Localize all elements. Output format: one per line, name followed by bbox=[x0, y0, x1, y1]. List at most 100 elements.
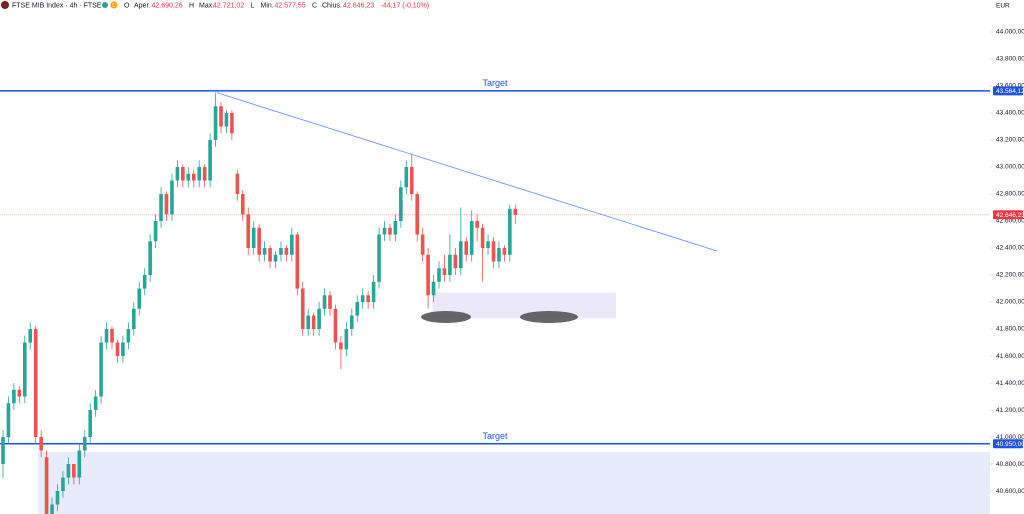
candle-body bbox=[328, 295, 332, 309]
y-tick-label: 41.600,00 bbox=[996, 353, 1024, 360]
candle-body bbox=[311, 315, 316, 330]
zone bbox=[37, 451, 990, 514]
ohlc-value: 42.690,26 bbox=[152, 2, 183, 9]
candle-body bbox=[453, 254, 458, 269]
candle-body bbox=[164, 194, 169, 215]
candle-body bbox=[497, 248, 501, 262]
target-text: Target bbox=[482, 78, 508, 88]
candle-body bbox=[219, 106, 223, 127]
candle-body bbox=[181, 167, 185, 181]
price-badge-label: 42.646,23 bbox=[996, 212, 1024, 219]
candle-body bbox=[415, 194, 420, 235]
candle-body bbox=[186, 173, 191, 181]
candle-body bbox=[235, 173, 240, 195]
candle-body bbox=[420, 234, 425, 255]
candle-body bbox=[437, 268, 441, 282]
candle-body bbox=[148, 241, 152, 276]
candle-body bbox=[339, 342, 343, 350]
candle-body bbox=[246, 214, 251, 249]
candle-body bbox=[61, 477, 65, 492]
candle-body bbox=[88, 410, 92, 438]
candle-body bbox=[44, 457, 49, 514]
candle-body bbox=[110, 329, 114, 343]
candle-body bbox=[66, 464, 71, 478]
candle-body bbox=[464, 241, 469, 255]
candle-body bbox=[153, 221, 158, 242]
candle-body bbox=[257, 227, 261, 255]
target-text: Target bbox=[482, 431, 508, 441]
candle-body bbox=[273, 254, 278, 262]
candle-body bbox=[366, 295, 370, 303]
candle-body bbox=[475, 221, 479, 228]
candle-body bbox=[197, 167, 201, 181]
status-dot bbox=[102, 2, 108, 8]
ohlc-key: H bbox=[189, 2, 194, 9]
badge-bg bbox=[110, 1, 118, 9]
ohlc-label: Aper. bbox=[134, 2, 150, 9]
candle-body bbox=[480, 227, 485, 249]
ohlc-value: 42.646,23 bbox=[343, 2, 374, 9]
candle-body bbox=[502, 248, 507, 255]
y-tick-label: 43.000,00 bbox=[996, 164, 1024, 171]
candle-body bbox=[175, 167, 180, 181]
candle-body bbox=[6, 403, 11, 438]
candle-body bbox=[115, 342, 120, 357]
header: FTSE MIB Index · 4h · FTSE D O Aper. 42.69… bbox=[1, 1, 429, 9]
candle-body bbox=[55, 491, 60, 505]
y-tick-label: 41.400,00 bbox=[996, 380, 1024, 387]
ohlc-key: O bbox=[124, 2, 130, 9]
candle-body bbox=[82, 437, 87, 451]
candle-body bbox=[33, 329, 38, 438]
candle-body bbox=[17, 389, 22, 397]
symbol: FTSE MIB Index · 4h · FTSE bbox=[12, 2, 102, 9]
y-tick-label: 40.600,00 bbox=[996, 488, 1024, 495]
candle-body bbox=[224, 113, 229, 127]
candle-body bbox=[1, 437, 5, 465]
candle-body bbox=[350, 315, 354, 330]
candle-body bbox=[371, 281, 376, 303]
candle-body bbox=[251, 227, 256, 249]
candle-body bbox=[409, 167, 414, 195]
candle-body bbox=[491, 241, 496, 262]
ohlc-key: C bbox=[312, 2, 317, 9]
y-tick-label: 43.400,00 bbox=[996, 110, 1024, 117]
candle-body bbox=[268, 248, 272, 262]
ohlc: O Aper. 42.690,26 H Max.42.721,02 L Min. 42.577… bbox=[124, 2, 429, 9]
candle-body bbox=[208, 140, 212, 181]
candle-body bbox=[279, 248, 283, 255]
ohlc-label: Max. bbox=[199, 2, 214, 9]
candle-body bbox=[513, 208, 518, 215]
candle-body bbox=[72, 464, 76, 478]
y-tick-label: 42.800,00 bbox=[996, 191, 1024, 198]
candle-body bbox=[508, 208, 512, 255]
y-tick-label: 43.200,00 bbox=[996, 137, 1024, 144]
candle-body bbox=[469, 221, 474, 255]
y-tick-label: 42.400,00 bbox=[996, 245, 1024, 252]
candle-body bbox=[230, 113, 234, 134]
y-tick-label: 44.000,00 bbox=[996, 29, 1024, 36]
candle-body bbox=[202, 167, 207, 181]
price-badge-label: 43.564,12 bbox=[996, 88, 1024, 95]
candle-body bbox=[295, 234, 300, 289]
candle-body bbox=[159, 194, 163, 222]
ohlc-key: L bbox=[251, 2, 255, 9]
candle-body bbox=[459, 241, 463, 269]
candle-body bbox=[360, 295, 365, 303]
candle-body bbox=[170, 180, 174, 215]
y-tick-label: 42.600,00 bbox=[996, 218, 1024, 225]
change: -44,17 (-0,10%) bbox=[381, 2, 430, 9]
candle-body bbox=[284, 248, 289, 255]
candle-body bbox=[399, 187, 403, 222]
candle-body bbox=[39, 437, 43, 451]
candle-body bbox=[344, 329, 349, 350]
candle-body bbox=[262, 248, 267, 255]
candle-body bbox=[442, 268, 447, 276]
candle-body bbox=[191, 173, 196, 181]
candle-body bbox=[93, 396, 98, 411]
candle-body bbox=[22, 342, 27, 397]
candle-body bbox=[317, 308, 321, 330]
ohlc-value: 42.721,02 bbox=[213, 2, 244, 9]
y-tick-label: 43.800,00 bbox=[996, 56, 1024, 63]
